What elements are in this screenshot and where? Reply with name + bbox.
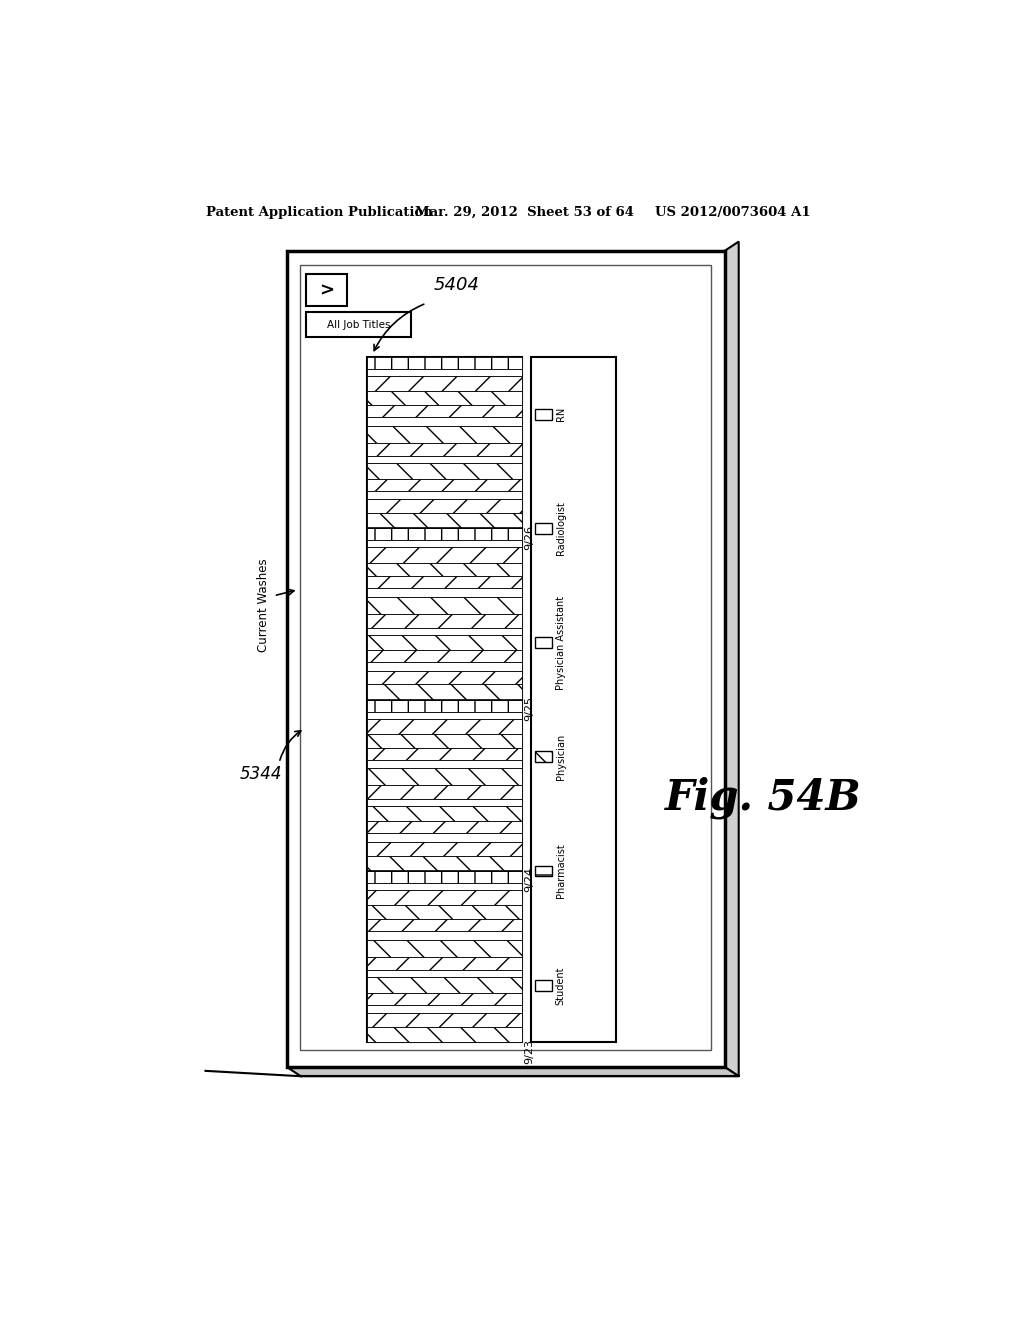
Bar <box>367 499 521 513</box>
Text: US 2012/0073604 A1: US 2012/0073604 A1 <box>655 206 811 219</box>
Bar <box>306 313 411 337</box>
Bar <box>367 1014 521 1027</box>
Bar <box>535 751 552 762</box>
Bar <box>367 589 521 597</box>
Text: Current Washes: Current Washes <box>257 558 270 652</box>
Bar <box>367 463 521 479</box>
Text: 9/26: 9/26 <box>524 524 535 549</box>
Bar <box>367 871 521 883</box>
Bar <box>367 479 521 491</box>
Bar <box>367 597 521 614</box>
Bar <box>367 931 521 940</box>
Bar <box>367 807 521 821</box>
Bar <box>367 785 521 799</box>
Bar <box>367 562 521 577</box>
Bar <box>306 275 346 306</box>
Bar <box>367 799 521 807</box>
Bar <box>367 977 521 993</box>
Bar <box>535 409 552 420</box>
Bar <box>367 376 521 391</box>
Bar <box>367 614 521 628</box>
Bar <box>367 628 521 635</box>
Bar <box>367 391 521 405</box>
Bar <box>535 866 552 876</box>
Bar <box>367 457 521 463</box>
Text: Radiologist: Radiologist <box>556 502 566 556</box>
Bar <box>367 760 521 768</box>
Text: 9/24: 9/24 <box>524 867 535 892</box>
Bar <box>367 833 521 842</box>
Bar <box>367 442 521 457</box>
Bar <box>367 635 521 649</box>
Bar <box>367 919 521 931</box>
Bar <box>367 906 521 919</box>
Bar <box>367 577 521 589</box>
Bar <box>531 358 616 1043</box>
Text: Fig. 54B: Fig. 54B <box>666 776 862 818</box>
Bar <box>367 957 521 970</box>
Bar <box>367 370 521 376</box>
Bar <box>367 417 521 425</box>
Bar <box>367 491 521 499</box>
Polygon shape <box>287 1067 738 1076</box>
Text: 5404: 5404 <box>434 276 480 294</box>
Bar <box>367 548 521 562</box>
Bar <box>367 940 521 957</box>
Bar <box>367 718 521 734</box>
Bar <box>367 540 521 548</box>
Bar <box>367 883 521 890</box>
Bar <box>535 979 552 990</box>
Bar <box>367 890 521 906</box>
Bar <box>367 405 521 417</box>
Bar <box>367 768 521 785</box>
Bar <box>535 523 552 533</box>
Bar <box>367 684 521 700</box>
Bar <box>367 734 521 747</box>
Text: Physician: Physician <box>556 734 566 780</box>
Text: 9/25: 9/25 <box>524 696 535 721</box>
Bar <box>367 855 521 871</box>
Bar <box>367 358 521 1043</box>
Text: Pharmacist: Pharmacist <box>556 843 566 899</box>
Bar <box>367 513 521 528</box>
Text: Student: Student <box>556 966 566 1005</box>
Bar <box>367 528 521 540</box>
Bar <box>367 649 521 663</box>
Bar <box>367 671 521 684</box>
Polygon shape <box>725 242 738 1076</box>
Bar <box>367 700 521 711</box>
Bar <box>367 747 521 760</box>
Bar <box>300 265 711 1051</box>
Bar <box>367 993 521 1005</box>
Bar <box>367 842 521 855</box>
Text: Mar. 29, 2012  Sheet 53 of 64: Mar. 29, 2012 Sheet 53 of 64 <box>415 206 634 219</box>
Bar <box>367 1005 521 1014</box>
Text: Patent Application Publication: Patent Application Publication <box>206 206 432 219</box>
Bar <box>367 711 521 718</box>
Bar <box>367 821 521 833</box>
Text: 9/23: 9/23 <box>524 1039 535 1064</box>
Text: >: > <box>318 281 334 300</box>
Bar <box>367 1027 521 1043</box>
Bar <box>535 638 552 648</box>
Text: RN: RN <box>556 407 566 421</box>
Bar <box>287 251 725 1067</box>
Bar <box>367 358 521 370</box>
Text: Physician Assistant: Physician Assistant <box>556 595 566 689</box>
Text: All Job Titles: All Job Titles <box>327 319 390 330</box>
Text: 5344: 5344 <box>240 766 283 783</box>
Bar <box>367 425 521 442</box>
Bar <box>367 970 521 977</box>
Bar <box>367 663 521 671</box>
